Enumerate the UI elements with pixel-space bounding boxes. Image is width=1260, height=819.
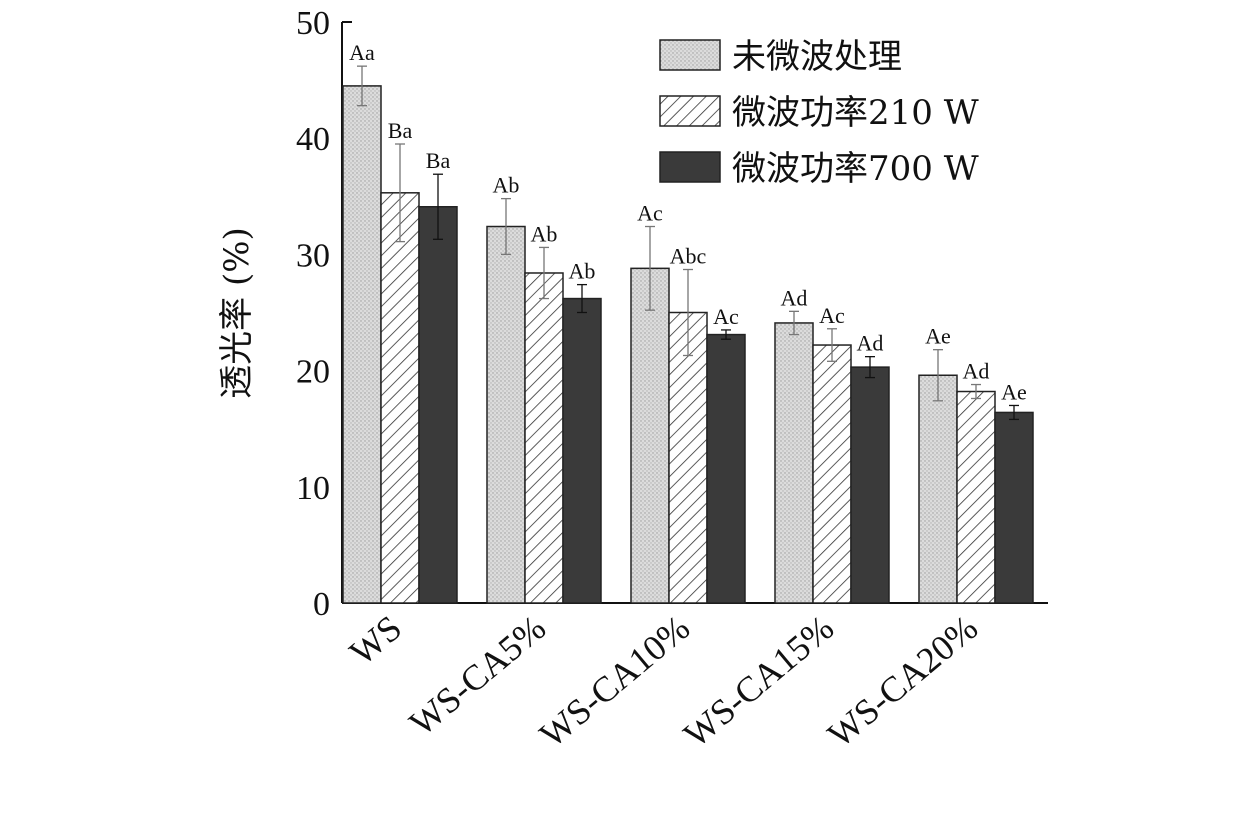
significance-label: Ad bbox=[963, 359, 990, 384]
significance-labels: Aa Ba Ba Ab Ab Ab Ac Abc Ac Ad Ac Ad Ae Ad Ae bbox=[349, 40, 1027, 404]
bar-1-0 bbox=[380, 192, 420, 604]
error-bar bbox=[539, 246, 549, 300]
category-label: WS bbox=[342, 607, 409, 672]
error-bar bbox=[971, 383, 981, 400]
error-bar bbox=[827, 328, 837, 362]
category-label: WS-CA5% bbox=[402, 607, 553, 743]
significance-label: Ab bbox=[531, 221, 558, 246]
category-label: WS-CA20% bbox=[820, 607, 985, 755]
y-tick-label: 0 bbox=[313, 586, 330, 623]
error-bar bbox=[577, 283, 587, 314]
significance-label: Ba bbox=[426, 148, 451, 173]
error-bar bbox=[683, 268, 693, 357]
bar-0-1 bbox=[486, 225, 526, 604]
significance-label: Ba bbox=[388, 118, 413, 143]
significance-label: Aa bbox=[349, 40, 375, 65]
error-bar bbox=[721, 329, 731, 340]
legend-label: 微波功率210 W bbox=[732, 93, 979, 133]
significance-label: Abc bbox=[670, 244, 707, 269]
legend-label: 微波功率700 W bbox=[732, 149, 979, 189]
y-tick-label: 10 bbox=[296, 470, 330, 507]
significance-label: Ac bbox=[819, 303, 845, 328]
significance-label: Ab bbox=[493, 173, 520, 198]
y-tick-label: 50 bbox=[296, 5, 330, 42]
y-tick-label: 30 bbox=[296, 237, 330, 274]
significance-label: Ad bbox=[781, 285, 808, 310]
bar-1-3 bbox=[812, 344, 852, 604]
category-label: WS-CA10% bbox=[532, 607, 697, 755]
bar-2-0 bbox=[418, 206, 458, 604]
error-bar bbox=[865, 356, 875, 379]
error-bar bbox=[357, 65, 367, 107]
legend-swatch bbox=[659, 95, 721, 127]
bar-0-0 bbox=[342, 85, 382, 604]
bar-1-2 bbox=[668, 311, 708, 604]
legend-swatch bbox=[659, 151, 721, 183]
significance-label: Ab bbox=[569, 259, 596, 284]
y-ticks: 0 10 20 30 40 50 bbox=[296, 5, 352, 623]
bar-0-2 bbox=[630, 267, 670, 604]
error-bars bbox=[357, 65, 1019, 421]
bar-2-2 bbox=[706, 333, 746, 604]
bar-0-3 bbox=[774, 322, 814, 604]
significance-label: Ad bbox=[857, 331, 884, 356]
y-tick-label: 20 bbox=[296, 354, 330, 391]
bars bbox=[342, 85, 1034, 604]
y-tick-label: 40 bbox=[296, 121, 330, 158]
legend-label: 未微波处理 bbox=[732, 37, 902, 77]
bar-2-1 bbox=[562, 297, 602, 604]
significance-label: Ac bbox=[713, 304, 739, 329]
bar-1-1 bbox=[524, 272, 564, 604]
error-bar bbox=[501, 197, 511, 256]
error-bar bbox=[645, 225, 655, 311]
error-bar bbox=[433, 173, 443, 240]
significance-label: Ac bbox=[637, 201, 663, 226]
bar-2-3 bbox=[850, 366, 890, 604]
error-bar bbox=[1009, 404, 1019, 421]
significance-label: Ae bbox=[925, 324, 951, 349]
error-bar bbox=[789, 310, 799, 336]
y-axis-label: 透光率 (%) bbox=[217, 227, 257, 399]
bar-1-4 bbox=[956, 390, 996, 604]
significance-label: Ae bbox=[1001, 379, 1027, 404]
category-label: WS-CA15% bbox=[676, 607, 841, 755]
error-bar bbox=[395, 143, 405, 243]
legend-swatch bbox=[659, 39, 721, 71]
bar-0-4 bbox=[918, 374, 958, 604]
bar-2-4 bbox=[994, 411, 1034, 604]
error-bar bbox=[933, 349, 943, 402]
